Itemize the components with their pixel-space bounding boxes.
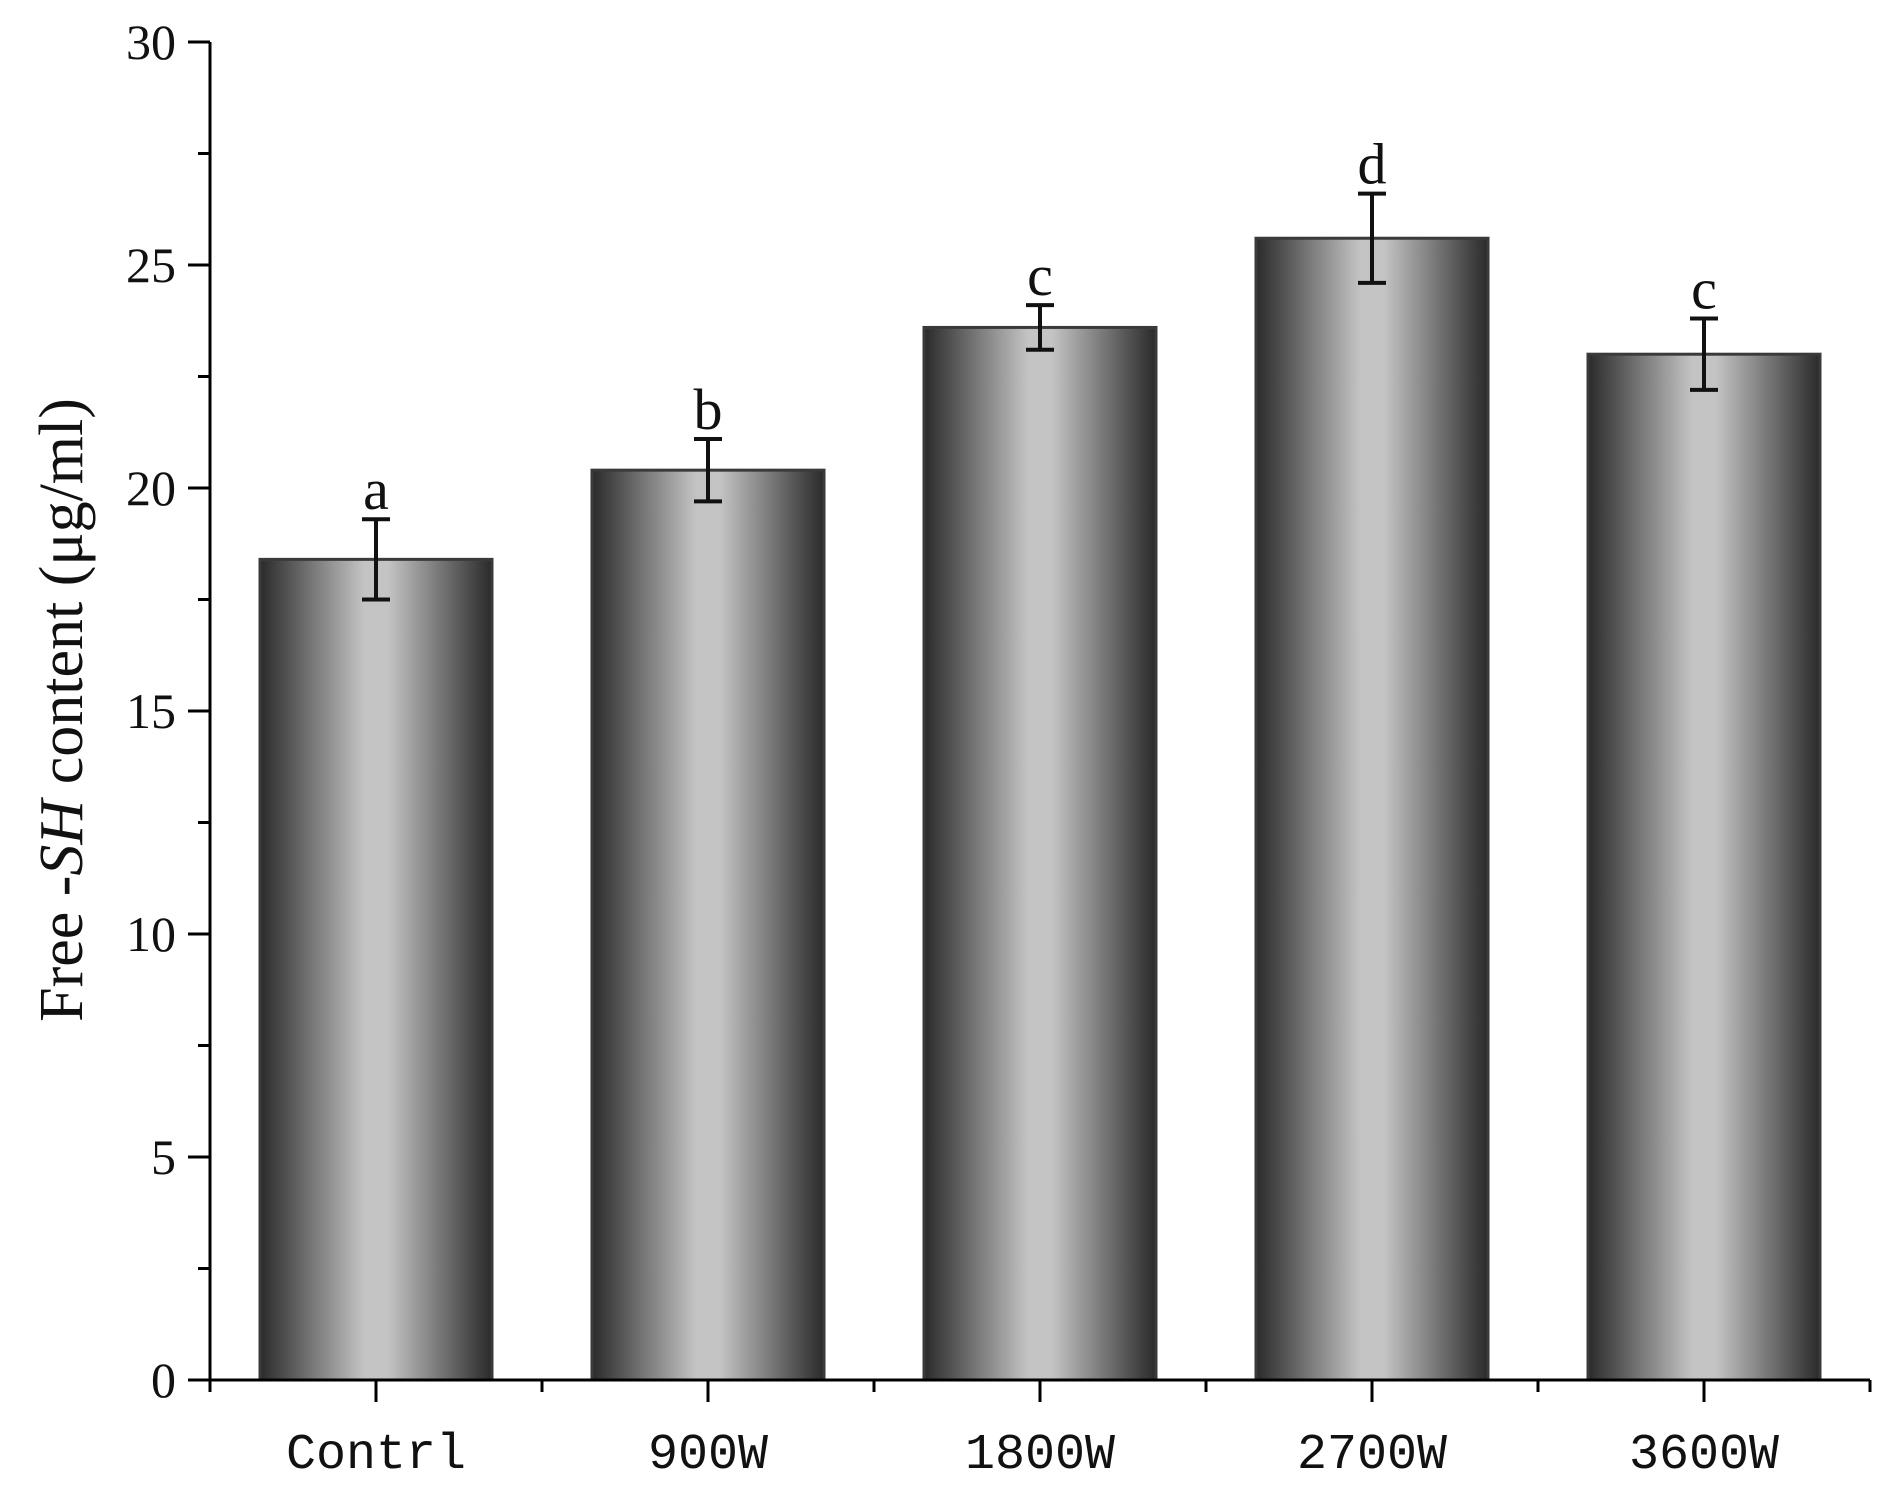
bar-contrl: [258, 557, 494, 1382]
y-tick-label-25: 25: [126, 237, 176, 293]
x-tick-label-2700w: 2700W: [1297, 1427, 1447, 1484]
bar-1800w: [922, 325, 1158, 1382]
axes-layer: Contrl 900W 1800W 2700W 3600W 0 5 10 15 20 25 30: [126, 14, 1872, 1484]
x-tick-label-900w: 900W: [648, 1427, 768, 1484]
y-tick-label-5: 5: [151, 1129, 176, 1185]
significance-label-1800w: c: [1027, 243, 1053, 308]
y-axis-title-suffix: content (μg/ml): [28, 398, 96, 800]
y-axis-title: Free -SH content (μg/ml): [28, 398, 96, 1022]
x-tick-label-contrl: Contrl: [286, 1427, 466, 1484]
significance-label-2700w: d: [1358, 132, 1387, 197]
significance-label-900w: b: [694, 377, 723, 442]
x-tick-label-3600w: 3600W: [1629, 1427, 1779, 1484]
y-tick-label-10: 10: [126, 906, 176, 962]
y-tick-label-15: 15: [126, 683, 176, 739]
significance-label-3600w: c: [1691, 257, 1717, 322]
y-tick-label-30: 30: [126, 14, 176, 70]
bars-layer: [258, 236, 1822, 1382]
x-tick-label-1800w: 1800W: [965, 1427, 1115, 1484]
significance-labels-layer: a b c d c: [363, 132, 1717, 523]
y-tick-label-20: 20: [126, 460, 176, 516]
y-axis-title-prefix: Free -: [28, 876, 96, 1022]
y-tick-label-0: 0: [151, 1352, 176, 1408]
error-bars-layer: [362, 191, 1718, 602]
bar-2700w: [1254, 236, 1490, 1382]
y-axis-title-italic: SH: [28, 797, 96, 876]
bar-3600w: [1586, 352, 1822, 1382]
significance-label-contrl: a: [363, 457, 389, 522]
bar-900w: [590, 468, 826, 1382]
